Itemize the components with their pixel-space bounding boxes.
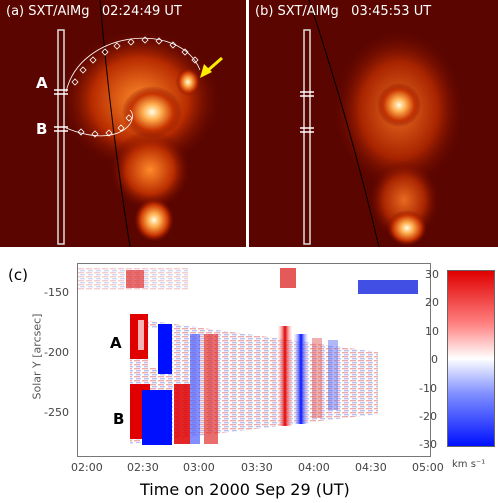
dopplergram-plot xyxy=(77,263,431,457)
panel-c-label: (c) xyxy=(8,266,28,284)
panel-a-marker-b: B xyxy=(36,120,48,138)
panel-a-title: (a) SXT/AlMg 02:24:49 UT xyxy=(6,4,182,19)
colorbar-tick: 0 xyxy=(431,353,438,366)
colorbar-tick: -10 xyxy=(419,382,437,395)
xtick-label: 03:30 xyxy=(241,461,273,474)
colorbar-tick: 20 xyxy=(425,296,439,309)
velocity-colorbar xyxy=(447,270,495,447)
panel-b-sxt-image: (b) SXT/AlMg 03:45:53 UT xyxy=(249,0,498,247)
colorbar-tick: -30 xyxy=(419,438,437,451)
panel-c-marker-b: B xyxy=(113,410,125,428)
xtick-label: 02:00 xyxy=(71,461,103,474)
panel-a-label: (a) SXT/AlMg xyxy=(6,4,90,19)
xtick-label: 05:00 xyxy=(412,461,444,474)
panel-c-xlabel: Time on 2000 Sep 29 (UT) xyxy=(140,480,350,499)
colorbar-unit: km s⁻¹ xyxy=(452,459,486,470)
panel-b-title: (b) SXT/AlMg 03:45:53 UT xyxy=(255,4,431,19)
yellow-arrow-icon xyxy=(200,56,223,78)
xtick-label: 03:00 xyxy=(183,461,215,474)
loop-diamonds xyxy=(71,36,199,138)
xtick-label: 04:30 xyxy=(355,461,387,474)
panel-c-marker-a: A xyxy=(110,334,122,352)
dopplergram-image xyxy=(78,268,418,445)
panel-b-time: 03:45:53 UT xyxy=(351,4,432,19)
colorbar-tick: -20 xyxy=(419,410,437,423)
panel-a-sxt-image: (a) SXT/AlMg 02:24:49 UT A B xyxy=(0,0,246,247)
xtick-label: 02:30 xyxy=(127,461,159,474)
ytick-label: -150 xyxy=(44,286,69,299)
panel-a-time: 02:24:49 UT xyxy=(101,4,182,19)
panel-b-image xyxy=(249,0,498,247)
panel-b-label: (b) SXT/AlMg xyxy=(255,4,339,19)
panel-a-marker-a: A xyxy=(36,74,48,92)
panel-c-ylabel: Solar Y [arcsec] xyxy=(30,313,44,400)
colorbar-tick: 10 xyxy=(425,325,439,338)
ytick-label: -200 xyxy=(44,346,69,359)
panel-a-image xyxy=(0,0,246,247)
xtick-label: 04:00 xyxy=(298,461,330,474)
colorbar-tick: 30 xyxy=(425,268,439,281)
ytick-label: -250 xyxy=(44,406,69,419)
